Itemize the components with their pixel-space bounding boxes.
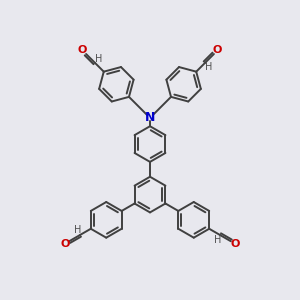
Text: H: H	[95, 54, 102, 64]
Text: H: H	[214, 235, 221, 244]
Text: H: H	[74, 225, 81, 236]
Text: O: O	[60, 239, 70, 249]
Text: O: O	[213, 45, 222, 56]
Text: O: O	[230, 239, 240, 249]
Text: O: O	[78, 45, 87, 56]
Text: N: N	[145, 111, 155, 124]
Text: H: H	[205, 61, 212, 72]
